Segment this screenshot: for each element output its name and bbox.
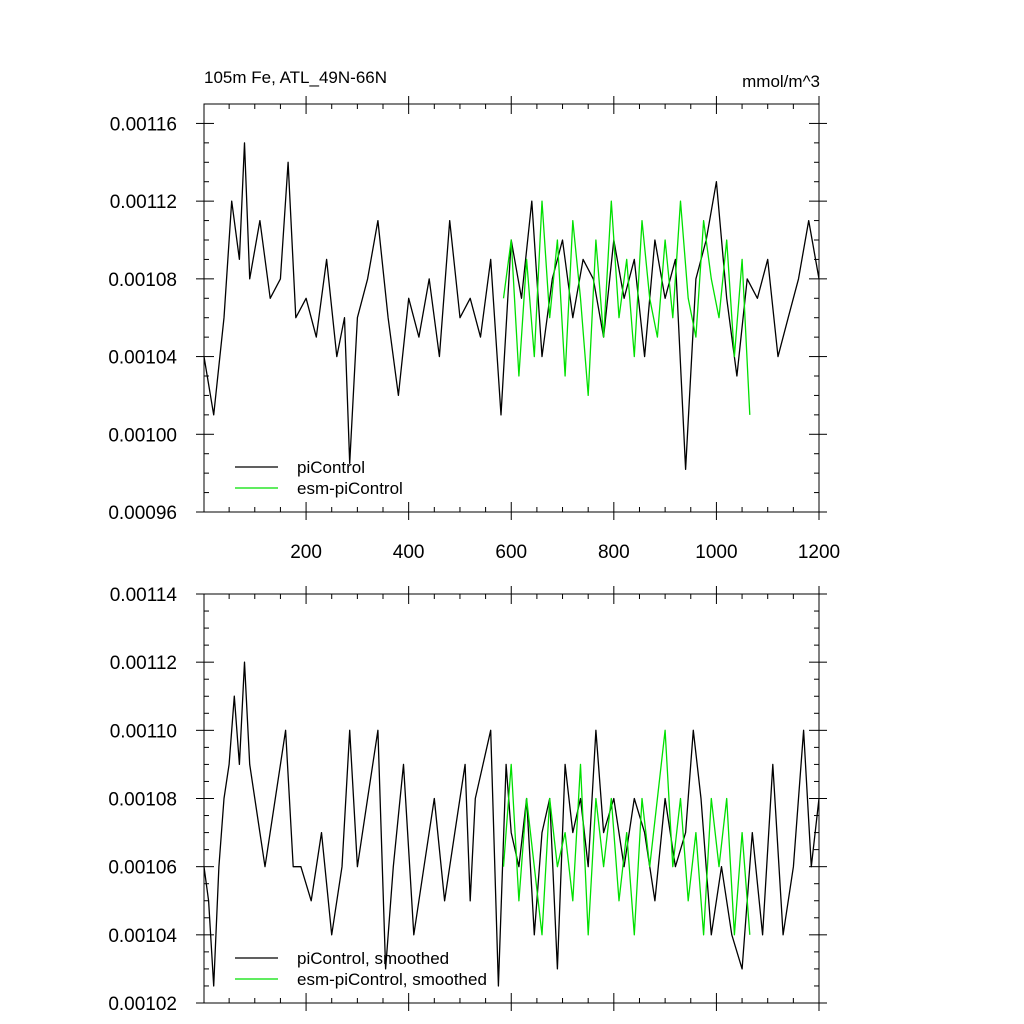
x-tick-label: 800 bbox=[598, 542, 630, 563]
x-tick-label: 1000 bbox=[695, 542, 737, 563]
y-tick-label: 0.00108 bbox=[108, 790, 177, 811]
y-tick-label: 0.00112 bbox=[110, 653, 177, 674]
plot-frame bbox=[203, 103, 820, 513]
legend-label: esm-piControl, smoothed bbox=[297, 970, 487, 989]
x-tick-label: 1200 bbox=[798, 542, 840, 563]
y-tick-label: 0.00096 bbox=[108, 503, 177, 524]
legend-label: piControl, smoothed bbox=[297, 949, 449, 968]
x-tick-label: 200 bbox=[290, 542, 322, 563]
y-tick-label: 0.00108 bbox=[108, 270, 177, 291]
series-line-esm_piControl bbox=[502, 200, 751, 415]
units-label: mmol/m^3 bbox=[742, 72, 820, 91]
y-tick-label: 0.00102 bbox=[108, 994, 177, 1015]
x-tick-label: 600 bbox=[495, 542, 527, 563]
x-tick-label: 400 bbox=[393, 542, 425, 563]
y-tick-label: 0.00100 bbox=[108, 425, 177, 446]
y-tick-label: 0.00110 bbox=[110, 721, 177, 742]
y-tick-label: 0.00114 bbox=[110, 585, 178, 606]
y-tick-label: 0.00104 bbox=[108, 348, 177, 369]
series-line-esm_piControl bbox=[502, 729, 751, 936]
legend-label: piControl bbox=[297, 458, 365, 477]
y-tick-label: 0.00104 bbox=[108, 926, 177, 947]
top-panel: 0.00096 0.00100 0.00104 0.00108 0.00112 0.001… bbox=[108, 96, 840, 563]
y-tick-label: 0.00112 bbox=[110, 192, 177, 213]
y-tick-label: 0.00106 bbox=[108, 858, 177, 879]
y-tick-label: 0.00116 bbox=[110, 114, 177, 135]
series-line-piControl bbox=[203, 142, 820, 470]
series-line-piControl bbox=[203, 661, 820, 987]
bottom-panel: 0.00102 0.00104 0.00106 0.00108 0.00110 0.001… bbox=[108, 585, 827, 1015]
legend-label: esm-piControl bbox=[297, 479, 403, 498]
chart-title: 105m Fe, ATL_49N-66N bbox=[204, 68, 387, 87]
